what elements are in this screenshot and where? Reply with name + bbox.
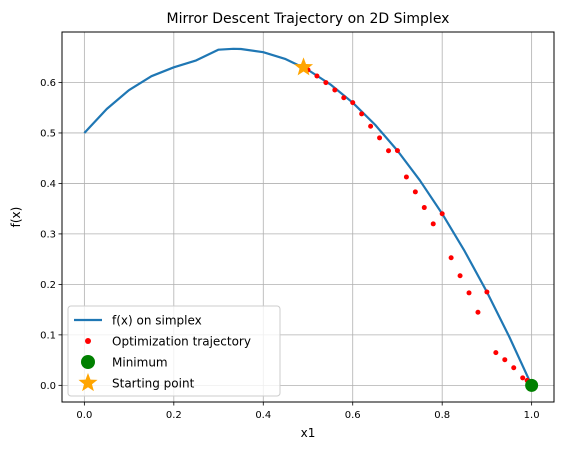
legend-label: f(x) on simplex bbox=[112, 314, 202, 328]
trajectory-point bbox=[386, 148, 392, 154]
x-tick-label: 0.8 bbox=[434, 410, 450, 421]
plot-frame bbox=[61, 31, 555, 403]
x-tick-label: 0.4 bbox=[255, 410, 271, 421]
trajectory-point bbox=[359, 111, 365, 117]
trajectory-point bbox=[350, 100, 356, 106]
trajectory-point bbox=[457, 273, 463, 279]
y-tick-label: 0.3 bbox=[40, 229, 56, 240]
series-layer bbox=[83, 47, 539, 392]
legend-box bbox=[67, 305, 281, 397]
y-tick-label: 0.0 bbox=[40, 381, 56, 392]
trajectory-point bbox=[403, 174, 409, 180]
trajectory-point bbox=[466, 290, 472, 296]
starting-point-star bbox=[294, 57, 314, 76]
trajectory-point bbox=[394, 148, 400, 154]
x-tick-label: 1.0 bbox=[524, 410, 540, 421]
y-tick-label: 0.6 bbox=[40, 78, 56, 89]
trajectory-point bbox=[332, 87, 338, 93]
legend-swatch-star bbox=[78, 373, 98, 392]
chart-title: Mirror Descent Trajectory on 2D Simplex bbox=[167, 11, 450, 27]
trajectory-point bbox=[421, 205, 427, 211]
x-tick-label: 0.0 bbox=[76, 410, 92, 421]
y-tick-label: 0.5 bbox=[40, 128, 56, 139]
legend-swatch-point bbox=[85, 338, 91, 344]
trajectory-point bbox=[430, 221, 436, 227]
trajectory-point bbox=[368, 123, 374, 129]
trajectory-point bbox=[314, 73, 320, 79]
legend-label: Starting point bbox=[112, 377, 195, 391]
trajectory-point bbox=[484, 289, 490, 295]
trajectory-point bbox=[493, 350, 499, 356]
trajectory-point bbox=[412, 189, 418, 195]
trajectory-point bbox=[475, 309, 481, 315]
legend-swatch-point bbox=[81, 355, 95, 369]
y-tick-label: 0.1 bbox=[40, 330, 56, 341]
legend: f(x) on simplex Optimization trajectory Mi… bbox=[67, 305, 281, 397]
trajectory-point bbox=[502, 357, 508, 363]
trajectory-point bbox=[520, 375, 526, 381]
minimum-point bbox=[525, 378, 539, 392]
trajectory-point bbox=[377, 135, 383, 141]
y-axis-label: f(x) bbox=[9, 207, 23, 228]
legend-label: Minimum bbox=[112, 356, 168, 370]
y-tick-label: 0.2 bbox=[40, 280, 56, 291]
legend-label: Optimization trajectory bbox=[112, 335, 251, 349]
trajectory-point bbox=[323, 80, 329, 86]
trajectory-point bbox=[341, 95, 347, 101]
x-tick-label: 0.6 bbox=[345, 410, 361, 421]
x-tick-label: 0.2 bbox=[166, 410, 182, 421]
ticks: 0.0 0.2 0.4 0.6 0.8 1.0 0.0 0.1 0.2 0.3 0.4 0.5 0.6 bbox=[40, 78, 539, 421]
x-axis-label: x1 bbox=[301, 426, 316, 440]
y-tick-label: 0.4 bbox=[40, 179, 56, 190]
trajectory-point bbox=[511, 365, 517, 371]
trajectory-point bbox=[439, 211, 445, 217]
trajectory-point bbox=[448, 255, 454, 261]
